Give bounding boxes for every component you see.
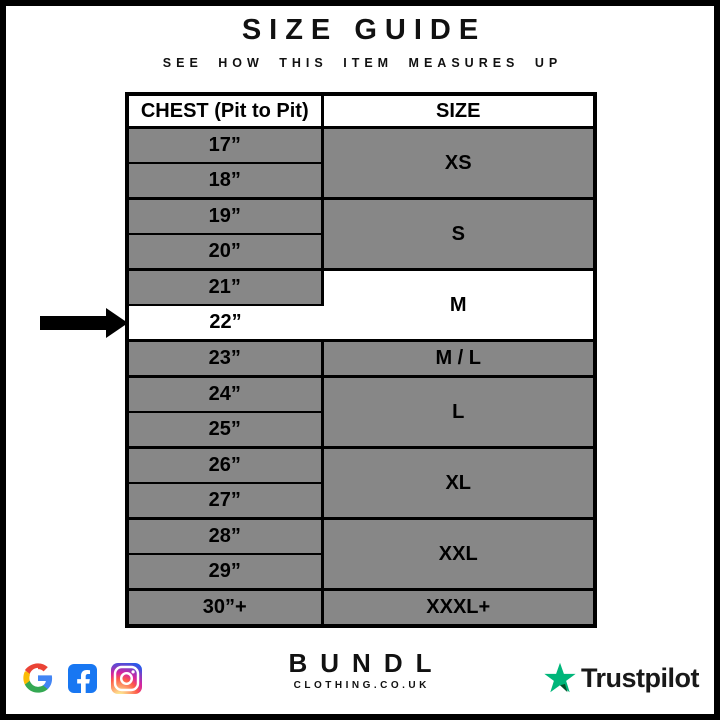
table-row: 21” M <box>127 268 595 341</box>
chest-cell: 28” <box>127 517 324 554</box>
social-icons <box>22 662 142 694</box>
table-row: 20” <box>127 233 595 270</box>
facebook-icon <box>68 663 97 693</box>
page-subtitle: SEE HOW THIS ITEM MEASURES UP <box>162 56 563 70</box>
chest-cell: 26” <box>127 446 324 483</box>
table-row: 28” XXL <box>127 517 595 590</box>
size-cell: XS <box>322 127 595 199</box>
google-icon <box>23 663 53 693</box>
trustpilot-star-icon <box>544 662 576 693</box>
table-row: 19” S <box>127 197 595 270</box>
chest-cell: 24” <box>127 375 324 412</box>
page-title: SIZE GUIDE <box>241 14 487 46</box>
chest-cell-highlighted: 22” <box>40 304 322 341</box>
arrow-shaft <box>40 315 106 330</box>
chest-value: 22” <box>209 311 242 333</box>
brand-domain: CLOTHING.CO.UK <box>293 679 430 691</box>
table-row: 18” <box>127 162 595 199</box>
size-cell-highlighted: M <box>322 268 595 341</box>
column-header-chest: CHEST (Pit to Pit) <box>127 94 324 129</box>
table-row: 29” <box>127 553 595 590</box>
chest-cell: 18” <box>127 162 324 199</box>
trustpilot-logo: Trustpilot <box>543 661 700 695</box>
size-cell: XXXL+ <box>322 588 595 626</box>
instagram-icon <box>111 662 142 694</box>
chest-cell: 20” <box>127 233 324 270</box>
size-cell: S <box>322 197 595 270</box>
chest-cell: 25” <box>127 411 324 448</box>
chest-cell: 21” <box>127 268 324 305</box>
chest-cell: 19” <box>127 197 324 234</box>
chest-cell: 30”+ <box>127 588 324 626</box>
table-row: 26” XL <box>127 446 595 519</box>
chest-cell: 27” <box>127 482 324 519</box>
size-cell: M / L <box>322 339 595 377</box>
chest-cell: 17” <box>127 127 324 163</box>
column-header-size: SIZE <box>322 94 595 129</box>
size-cell: L <box>322 375 595 448</box>
trustpilot-label: Trustpilot <box>581 662 700 693</box>
table-row-highlighted: 22” <box>40 304 595 341</box>
table-row: 17” XS <box>127 127 595 199</box>
arrow-head-icon <box>106 307 128 338</box>
brand-name: BUNDL <box>288 648 445 678</box>
table-header-row: CHEST (Pit to Pit) SIZE <box>127 94 595 129</box>
size-cell: XXL <box>322 517 595 590</box>
size-cell: XL <box>322 446 595 519</box>
table-row: 27” <box>127 482 595 519</box>
table-row: 23” M / L <box>127 339 595 377</box>
table-row: 24” L <box>127 375 595 448</box>
pointer-arrow <box>40 307 128 338</box>
chest-cell: 29” <box>127 553 324 590</box>
table-row: 30”+ XXXL+ <box>127 588 595 626</box>
brand-logo: BUNDL CLOTHING.CO.UK <box>6 649 714 691</box>
table-row: 25” <box>127 411 595 448</box>
chest-cell: 23” <box>127 339 324 377</box>
size-guide-table: CHEST (Pit to Pit) SIZE 17” XS 18” 19” S… <box>40 92 597 628</box>
